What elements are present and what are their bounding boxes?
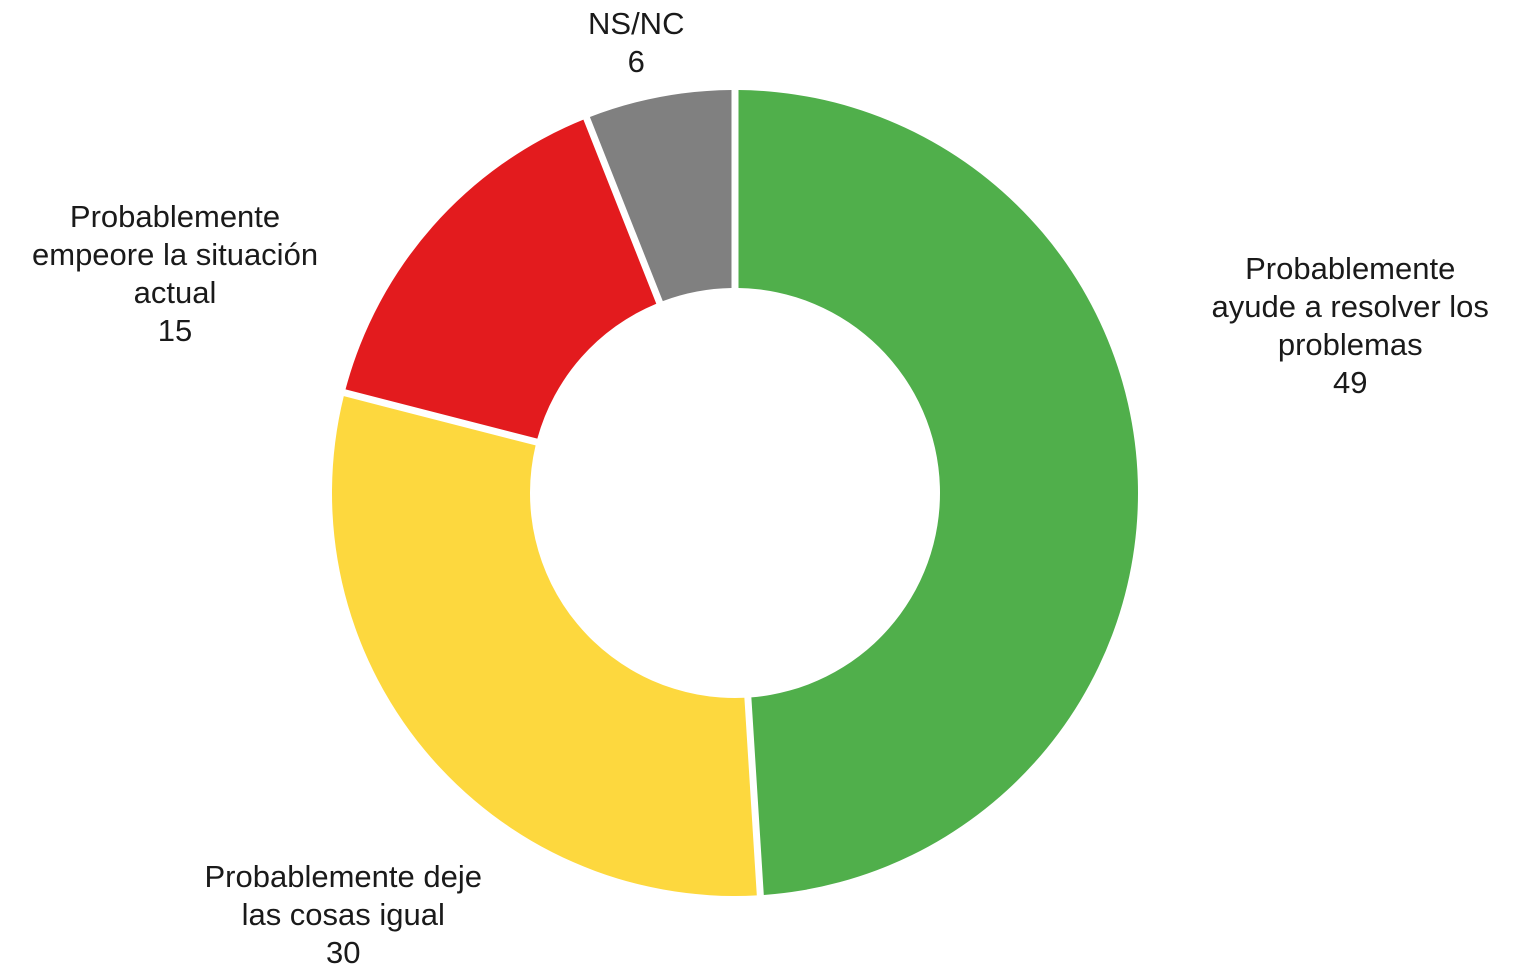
slice-value-label-2: 15 xyxy=(157,313,193,348)
slice-label-2: Probablemente empeore la situación actual 1… xyxy=(32,198,318,350)
slice-label-3-line-0: NS/NC xyxy=(588,6,685,41)
slice-label-3: NS/NC 6 xyxy=(588,5,684,81)
slice-label-1-line-1: las cosas igual xyxy=(241,897,445,932)
slice-value-label-3: 6 xyxy=(627,44,645,79)
slice-value-label-0: 49 xyxy=(1332,365,1368,400)
slice-label-1: Probablemente deje las cosas igual 30 xyxy=(205,858,482,972)
slice-label-2-line-2: actual xyxy=(133,275,217,310)
donut-slice-1 xyxy=(332,396,757,896)
donut-slice-0 xyxy=(738,90,1138,895)
slice-label-2-line-0: Probablemente xyxy=(69,199,281,234)
slice-value-label-1: 30 xyxy=(326,935,361,970)
slice-label-0-line-0: Probablemente xyxy=(1245,251,1456,286)
donut-slice-2 xyxy=(345,119,657,439)
slice-label-1-line-0: Probablemente deje xyxy=(204,859,482,894)
slice-label-0: Probablemente ayude a resolver los problem… xyxy=(1212,250,1489,402)
slice-label-0-line-2: problemas xyxy=(1277,327,1423,362)
slice-label-2-line-1: empeore la situación xyxy=(32,237,319,272)
slice-label-0-line-1: ayude a resolver los xyxy=(1211,289,1489,324)
donut-slice-3 xyxy=(589,90,732,302)
